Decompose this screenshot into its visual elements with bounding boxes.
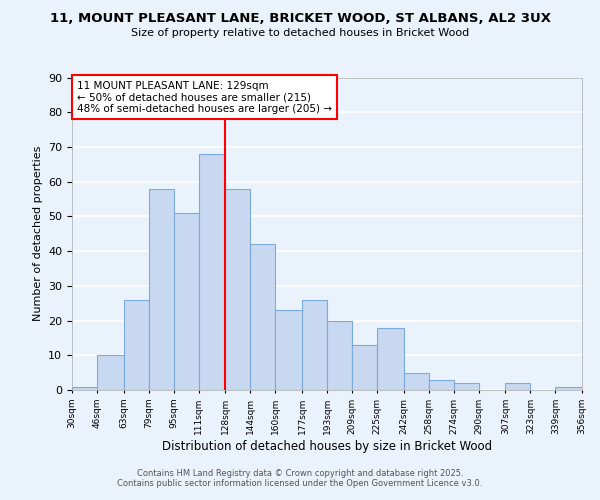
- Bar: [377, 328, 404, 390]
- Bar: [97, 356, 124, 390]
- Text: Contains public sector information licensed under the Open Government Licence v3: Contains public sector information licen…: [118, 478, 482, 488]
- Y-axis label: Number of detached properties: Number of detached properties: [32, 146, 43, 322]
- Bar: [505, 383, 530, 390]
- Bar: [428, 380, 454, 390]
- Bar: [275, 310, 302, 390]
- Bar: [149, 188, 173, 390]
- Bar: [556, 386, 582, 390]
- Text: Size of property relative to detached houses in Bricket Wood: Size of property relative to detached ho…: [131, 28, 469, 38]
- Text: Contains HM Land Registry data © Crown copyright and database right 2025.: Contains HM Land Registry data © Crown c…: [137, 468, 463, 477]
- X-axis label: Distribution of detached houses by size in Bricket Wood: Distribution of detached houses by size …: [162, 440, 492, 452]
- Bar: [199, 154, 226, 390]
- Bar: [454, 383, 479, 390]
- Bar: [124, 300, 149, 390]
- Bar: [250, 244, 275, 390]
- Bar: [327, 320, 352, 390]
- Bar: [352, 345, 377, 390]
- Bar: [302, 300, 327, 390]
- Bar: [226, 188, 250, 390]
- Text: 11, MOUNT PLEASANT LANE, BRICKET WOOD, ST ALBANS, AL2 3UX: 11, MOUNT PLEASANT LANE, BRICKET WOOD, S…: [49, 12, 551, 26]
- Bar: [173, 213, 199, 390]
- Bar: [72, 386, 97, 390]
- Bar: [404, 372, 428, 390]
- Text: 11 MOUNT PLEASANT LANE: 129sqm
← 50% of detached houses are smaller (215)
48% of: 11 MOUNT PLEASANT LANE: 129sqm ← 50% of …: [77, 80, 332, 114]
